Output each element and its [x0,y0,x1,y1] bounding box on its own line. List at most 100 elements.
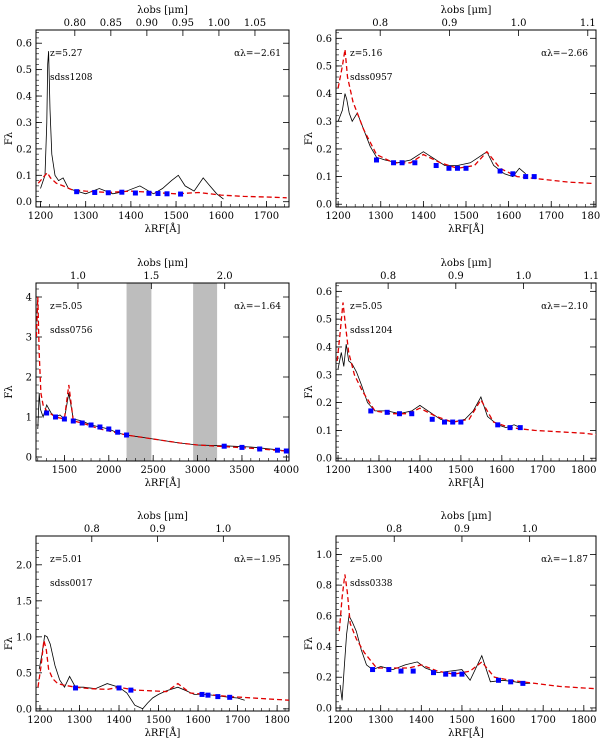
spectrum-line [38,634,245,710]
x-tick-label: 1300 [67,715,92,726]
top-tick-label: 1.05 [244,18,266,29]
continuum-point [399,160,405,166]
x-tick-label: 1800 [581,211,600,222]
continuum-point [433,163,439,169]
continuum-point [391,160,397,166]
plot-frame [335,282,597,462]
y-tick-label: 0.2 [316,144,332,155]
top-tick-label: 1.0 [215,524,231,535]
continuum-point [227,694,233,700]
x-tick-label: 1200 [325,211,350,222]
y-tick-label: 0.3 [316,370,332,381]
y-axis-title: Fλ [304,131,315,145]
y-tick-label: 0.3 [316,117,332,128]
y-tick-label: 0.5 [16,65,32,76]
continuum-point [517,425,523,431]
y-tick-label: 0.0 [316,703,332,714]
y-tick-label: 1.0 [316,550,332,561]
continuum-point [507,425,513,431]
panel-sdss0756: 1500 2000 2500 3000 3500 4000 0 1 2 3 4 1.0 1.5 2.0 λo… [4,258,299,489]
top-axis-title: λobs [μm] [441,5,492,16]
continuum-point [155,191,161,197]
x-tick-label: 1300 [368,715,393,726]
x-tick-label: 1300 [366,465,391,476]
object-name: sdss0756 [50,326,93,336]
continuum-point [510,171,516,177]
continuum-point [409,411,415,417]
y-tick-label: 1.0 [16,632,32,643]
y-tick-label: 0.2 [316,673,332,684]
x-tick-label: 1800 [571,715,596,726]
continuum-point [463,165,469,171]
continuum-point [283,448,289,454]
plot-frame [35,29,290,208]
object-name: sdss1208 [50,73,93,83]
y-tick-label: 3 [26,333,32,344]
redshift-label: z=5.01 [50,555,82,565]
top-tick-label: 0.8 [386,524,402,535]
model-line [37,640,289,701]
x-tick-label: 1500 [448,465,473,476]
y-tick-label: 0.1 [316,426,332,437]
continuum-point [450,419,456,425]
model-line [36,296,287,452]
x-tick-label: 1500 [453,211,478,222]
top-tick-label: 1.1 [580,18,596,29]
mask-region [193,283,218,461]
continuum-point [178,191,184,197]
spectrum-line [337,93,526,178]
redshift-label: z=5.05 [50,302,83,312]
plot-frame [335,535,597,712]
plot-area [337,49,594,185]
x-tick-label: 1700 [539,211,564,222]
top-tick-label: 0.8 [84,524,100,535]
y-tick-label: 0.2 [16,144,32,155]
plot-area [338,574,596,701]
continuum-point [523,174,529,180]
model-line [336,302,596,436]
model-line [337,49,594,185]
bottom-axis-title: λRF[Å] [448,223,484,235]
top-tick-label: 1.00 [208,18,230,29]
x-tick-label: 1400 [409,715,434,726]
continuum-point [44,410,50,416]
x-tick-label: 4000 [274,465,299,476]
continuum-point [74,189,80,195]
slope-label: αλ=−2.61 [234,49,281,59]
x-tick-label: 1200 [325,465,350,476]
y-tick-label: 0.8 [316,581,332,592]
continuum-point [215,694,221,700]
y-tick-label: 0.5 [316,315,332,326]
continuum-point [115,429,121,435]
continuum-point [446,165,452,171]
x-tick-label: 1600 [496,211,521,222]
x-tick-label: 2500 [140,465,165,476]
y-tick-label: 4 [26,293,32,304]
continuum-point [451,671,457,677]
y-tick-label: 0.1 [16,171,32,182]
x-tick-label: 2000 [96,465,121,476]
x-tick-label: 1700 [530,715,555,726]
redshift-label: z=5.00 [350,555,383,565]
continuum-point [61,416,67,422]
top-axis-title: λobs [μm] [137,258,188,269]
continuum-point [88,422,94,428]
y-tick-label: 0.5 [16,668,32,679]
continuum-point [97,424,103,430]
y-tick-label: 0.6 [316,34,332,45]
plot-area [37,51,287,200]
continuum-point [116,685,122,691]
panel-sdss1204: 1200 1300 1400 1500 1600 1700 1800 0.0 0.1 0.2 0.3… [304,258,599,489]
x-tick-label: 1400 [106,715,131,726]
continuum-point [443,671,449,677]
slope-label: αλ=−1.95 [234,555,281,565]
y-axis-title: Fλ [4,131,15,145]
continuum-point [508,679,514,685]
continuum-point [257,446,263,452]
y-tick-label: 0.6 [16,39,32,50]
continuum-point [384,409,390,415]
y-tick-label: 0.0 [316,200,332,211]
continuum-point [410,668,416,674]
top-tick-label: 0.90 [136,18,158,29]
